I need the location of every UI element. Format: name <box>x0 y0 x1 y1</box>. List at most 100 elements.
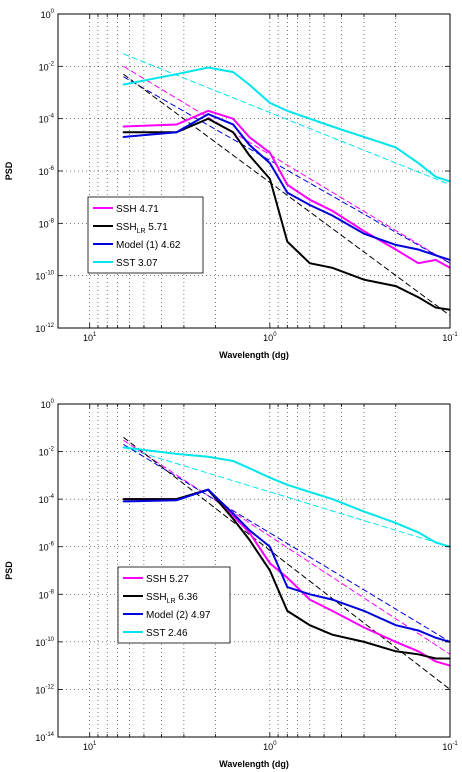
data-point <box>417 653 420 656</box>
data-point <box>232 512 234 515</box>
fit-line-2 <box>123 65 451 264</box>
data-point <box>286 183 289 186</box>
y-tick-label: 10-14 <box>35 732 54 743</box>
legend-label: SST 2.46 <box>146 628 188 639</box>
x-axis-label: Wavelength (dg) <box>219 759 289 769</box>
legend: SSH 5.27 SSHLR 6.36 Model (2) 4.97 SST 2.46 <box>117 566 231 644</box>
x-tick-label: 101 <box>83 741 97 752</box>
y-tick-label: 10-12 <box>35 684 54 695</box>
data-point <box>286 191 289 194</box>
y-tick-label: 100 <box>41 9 55 20</box>
y-tick-label: 10-4 <box>39 114 55 125</box>
data-point <box>434 660 437 663</box>
data-point <box>269 151 271 154</box>
data-point <box>207 456 209 458</box>
data-point <box>309 598 311 601</box>
data-point <box>394 244 397 246</box>
axis-ticks <box>58 403 451 738</box>
fit-line-1 <box>123 53 451 186</box>
chart-panel-1: 101 100 10-1 100 10-2 10-4 10-6 10-8 10-10 10-12 W… <box>4 9 458 360</box>
axes-frame <box>57 403 451 738</box>
series-group <box>122 446 451 667</box>
data-point <box>207 109 209 112</box>
y-tick-label: 10-8 <box>39 218 55 229</box>
data-point <box>248 531 251 534</box>
data-point <box>286 586 289 588</box>
data-point <box>363 626 365 629</box>
data-point <box>363 136 365 138</box>
data-point <box>122 136 125 138</box>
legend-label: SST 3.07 <box>116 258 158 269</box>
data-point <box>394 285 397 287</box>
legend-item: SSH 4.71 <box>93 204 159 215</box>
legend-item: SSHLR 6.36 <box>123 592 198 605</box>
legend-item: SST 3.07 <box>93 258 158 269</box>
data-point <box>122 498 125 500</box>
data-point <box>417 162 420 164</box>
series-4 <box>122 66 451 183</box>
data-point <box>269 162 271 164</box>
legend-item: SSH 5.27 <box>123 574 189 585</box>
data-point <box>417 650 420 653</box>
data-point <box>417 262 420 264</box>
series-line <box>123 109 451 269</box>
data-point <box>331 633 334 636</box>
y-axis-label: PSD <box>4 561 14 580</box>
data-point <box>309 624 311 627</box>
data-point <box>363 610 365 612</box>
data-point <box>269 562 271 565</box>
data-point <box>175 123 178 126</box>
data-point <box>207 117 209 120</box>
series-3 <box>122 488 451 643</box>
fit-line-1 <box>123 446 451 548</box>
fit-line-4 <box>123 436 451 690</box>
y-tick-label: 10-10 <box>35 271 54 282</box>
data-point <box>232 131 234 134</box>
legend-label: SSHLR 5.71 <box>116 222 168 235</box>
series-line <box>123 488 451 643</box>
data-point <box>232 71 234 73</box>
data-point <box>331 214 334 217</box>
data-point <box>394 641 397 643</box>
data-point <box>363 278 365 281</box>
chart-panel-2: 101 100 10-1 100 10-2 10-4 10-6 10-8 10-10 10-12 1… <box>4 399 458 769</box>
data-point <box>417 531 420 534</box>
series-1 <box>122 109 451 269</box>
legend-box <box>117 566 231 644</box>
data-point <box>122 446 125 449</box>
y-axis-label: PSD <box>4 161 14 180</box>
data-point <box>269 569 271 572</box>
legend: SSH 4.71 SSHLR 5.71 Model (1) 4.62 SST 3.07 <box>87 196 204 274</box>
series-3 <box>122 112 451 261</box>
legend-box <box>87 196 204 274</box>
data-point <box>394 624 397 627</box>
data-point <box>286 109 289 112</box>
fit-lines <box>123 436 451 690</box>
data-point <box>207 113 209 115</box>
legend-label: Model (2) 4.97 <box>146 610 211 621</box>
data-point <box>363 510 365 513</box>
x-axis-label: Wavelength (dg) <box>219 350 289 360</box>
legend-item: SST 2.46 <box>123 628 188 639</box>
data-point <box>248 136 251 138</box>
data-point <box>434 176 437 178</box>
data-point <box>248 529 251 531</box>
data-point <box>331 210 334 212</box>
y-tick-label: 10-4 <box>39 494 55 505</box>
data-point <box>417 248 420 251</box>
data-point <box>309 117 311 120</box>
series-group <box>122 66 451 311</box>
y-tick-label: 10-12 <box>35 323 54 334</box>
data-point <box>394 522 397 524</box>
data-point <box>286 610 289 612</box>
x-tick-label: 100 <box>263 741 277 752</box>
data-point <box>269 545 271 548</box>
x-tick-label: 101 <box>83 332 97 343</box>
data-point <box>248 154 251 157</box>
data-point <box>331 125 334 128</box>
data-point <box>207 488 209 491</box>
data-point <box>248 83 251 86</box>
data-point <box>331 610 334 612</box>
data-point <box>434 259 437 261</box>
y-tick-label: 100 <box>41 399 55 410</box>
